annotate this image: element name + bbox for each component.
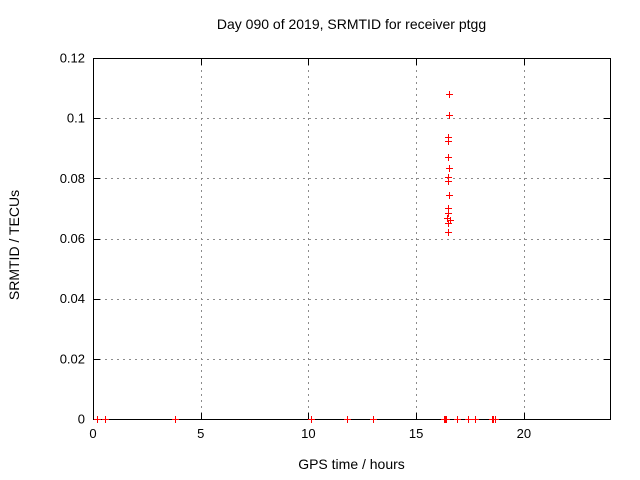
- plot-border: [93, 58, 611, 420]
- data-point-marker: [102, 416, 109, 423]
- data-point-marker: [446, 165, 453, 172]
- y-tick-label: 0.04: [60, 291, 85, 306]
- data-point-marker: [445, 220, 452, 227]
- data-point-marker: [443, 416, 450, 423]
- y-tick-label: 0.08: [60, 171, 85, 186]
- data-point-marker: [445, 178, 452, 185]
- y-tick-label: 0.02: [60, 351, 85, 366]
- data-point-marker: [465, 416, 472, 423]
- data-point-marker: [445, 210, 452, 217]
- chart-title: Day 090 of 2019, SRMTID for receiver ptg…: [216, 16, 487, 32]
- x-tick-label: 15: [409, 426, 423, 441]
- data-point-marker: [472, 416, 479, 423]
- data-point-marker: [445, 138, 452, 145]
- x-tick-label: 0: [89, 426, 96, 441]
- data-point-marker: [308, 416, 315, 423]
- x-tick-label: 10: [301, 426, 315, 441]
- data-point-marker: [94, 416, 101, 423]
- x-tick-label: 5: [197, 426, 204, 441]
- data-point-marker: [446, 91, 453, 98]
- data-point-marker: [492, 416, 499, 423]
- data-point-marker: [454, 416, 461, 423]
- x-tick-label: 20: [517, 426, 531, 441]
- y-axis-label: SRMTID / TECUs: [6, 189, 22, 301]
- y-tick-label: 0: [78, 412, 85, 427]
- data-point-marker: [344, 416, 351, 423]
- data-point-marker: [172, 416, 179, 423]
- data-point-marker: [446, 192, 453, 199]
- data-point-marker: [370, 416, 377, 423]
- data-point-marker: [445, 229, 452, 236]
- y-tick-label: 0.12: [60, 51, 85, 66]
- y-tick-label: 0.06: [60, 231, 85, 246]
- x-axis-label: GPS time / hours: [298, 456, 405, 472]
- data-point-marker: [446, 112, 453, 119]
- data-point-marker: [445, 154, 452, 161]
- y-tick-label: 0.1: [67, 111, 85, 126]
